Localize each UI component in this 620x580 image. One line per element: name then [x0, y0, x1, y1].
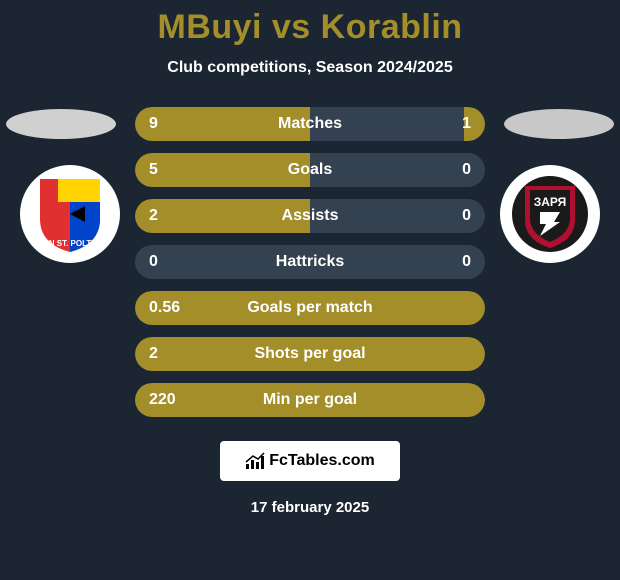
svg-text:ЗАРЯ: ЗАРЯ [534, 195, 567, 209]
club-logo-right: ЗАРЯ [500, 165, 600, 263]
chart-up-icon [245, 452, 265, 470]
stat-value-left: 5 [149, 161, 158, 179]
zorya-logo-icon: ЗАРЯ [510, 174, 590, 254]
stat-value-left: 0.56 [149, 299, 180, 317]
header: MBuyi vs Korablin Club competitions, Sea… [0, 0, 620, 77]
stat-row: 2 Shots per goal [135, 337, 485, 371]
stat-label: Min per goal [263, 391, 357, 409]
stat-value-left: 2 [149, 345, 158, 363]
stat-row: 0.56 Goals per match [135, 291, 485, 325]
brand-text: FcTables.com [269, 452, 375, 470]
stat-value-right: 0 [462, 207, 471, 225]
stat-row: 9 Matches 1 [135, 107, 485, 141]
badge-oval-right [504, 109, 614, 139]
page-subtitle: Club competitions, Season 2024/2025 [0, 59, 620, 77]
stat-value-right: 1 [462, 115, 471, 133]
brand-badge[interactable]: FcTables.com [220, 441, 400, 481]
stat-label: Goals per match [247, 299, 372, 317]
stat-label: Matches [278, 115, 342, 133]
stat-value-left: 2 [149, 207, 158, 225]
comparison-content: SKN ST. POLTEN ЗАРЯ 9 Matches 1 5 Goals 0 2 Ass… [0, 107, 620, 417]
skn-st-polten-logo-icon: SKN ST. POLTEN [30, 174, 110, 254]
badge-oval-left [6, 109, 116, 139]
stat-label: Shots per goal [254, 345, 365, 363]
stat-value-left: 0 [149, 253, 158, 271]
stat-value-left: 220 [149, 391, 176, 409]
date-label: 17 february 2025 [0, 499, 620, 516]
club-logo-left: SKN ST. POLTEN [20, 165, 120, 263]
svg-text:SKN ST. POLTEN: SKN ST. POLTEN [38, 239, 103, 248]
stats-list: 9 Matches 1 5 Goals 0 2 Assists 0 0 Hattricks 0 0.56… [135, 107, 485, 417]
stat-value-right: 0 [462, 161, 471, 179]
stat-row: 5 Goals 0 [135, 153, 485, 187]
stat-value-left: 9 [149, 115, 158, 133]
stat-row: 220 Min per goal [135, 383, 485, 417]
stat-row: 0 Hattricks 0 [135, 245, 485, 279]
stat-label: Goals [288, 161, 332, 179]
stat-label: Assists [282, 207, 339, 225]
stat-label: Hattricks [276, 253, 344, 271]
stat-row: 2 Assists 0 [135, 199, 485, 233]
stat-fill-left [135, 153, 310, 187]
page-title: MBuyi vs Korablin [0, 8, 620, 47]
stat-value-right: 0 [462, 253, 471, 271]
